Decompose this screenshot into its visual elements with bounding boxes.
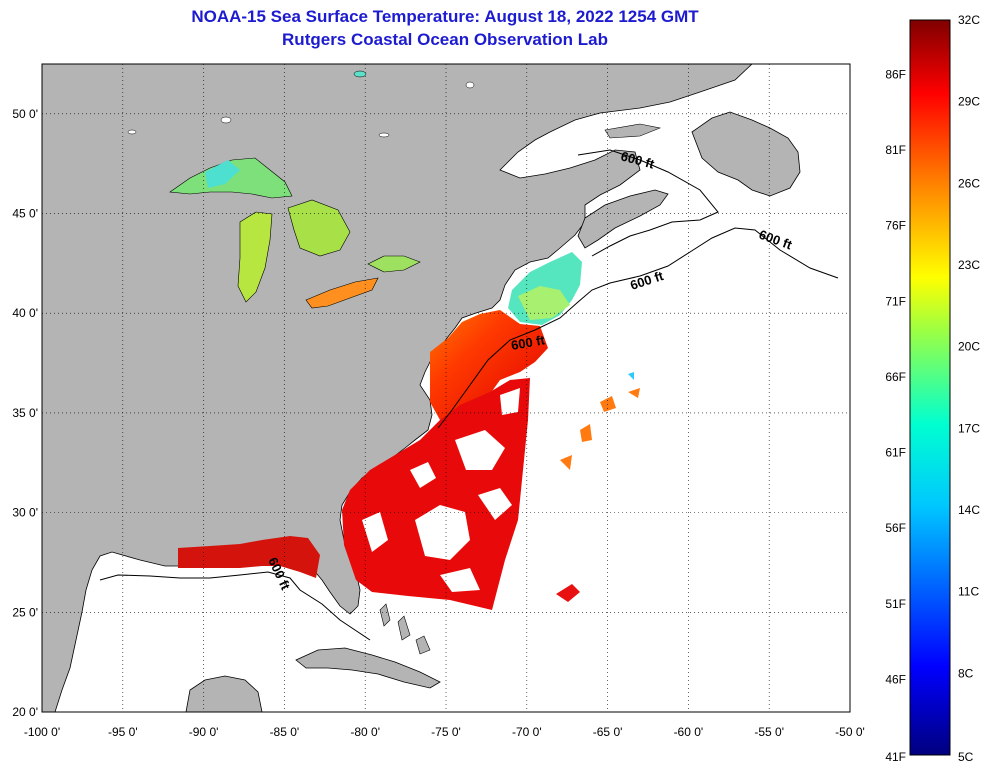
sst-speck-red bbox=[556, 584, 580, 602]
colorbar-fahrenheit-label: 41F bbox=[885, 750, 906, 764]
lat-tick-label: 45 0' bbox=[12, 207, 38, 221]
lon-tick-label: -70 0' bbox=[512, 725, 542, 739]
lon-tick-label: -50 0' bbox=[835, 725, 865, 739]
lake-huron bbox=[287, 199, 351, 257]
contour-600ft-shelf bbox=[577, 149, 719, 257]
lake-ontario bbox=[367, 255, 421, 273]
sst-gulf-of-mexico bbox=[178, 536, 320, 578]
land-cuba bbox=[295, 647, 441, 689]
colorbar-fahrenheit-label: 81F bbox=[885, 143, 906, 157]
lon-tick-label: -75 0' bbox=[431, 725, 461, 739]
colorbar-celsius-label: 8C bbox=[958, 666, 974, 680]
lake-michigan bbox=[237, 211, 273, 303]
colorbar-celsius-label: 32C bbox=[958, 13, 980, 27]
colorbar-fahrenheit-label: 56F bbox=[885, 521, 906, 535]
contour-label-4: 600 ft bbox=[510, 332, 547, 353]
colorbar-fahrenheit-label: 61F bbox=[885, 446, 906, 460]
colorbar-fahrenheit-label: 71F bbox=[885, 294, 906, 308]
lat-tick-label: 40 0' bbox=[12, 306, 38, 320]
lat-tick-label: 25 0' bbox=[12, 605, 38, 619]
colorbar-labels: 32C 29C 26C 23C 20C 17C 14C 11C 8C 5C 86F 81F 76F 71F… bbox=[885, 13, 980, 764]
cloud-cover bbox=[362, 388, 520, 592]
colorbar-celsius-label: 26C bbox=[958, 176, 980, 190]
lon-tick-label: -90 0' bbox=[189, 725, 219, 739]
map-frame bbox=[41, 63, 851, 713]
lon-tick-label: -65 0' bbox=[593, 725, 623, 739]
colorbar-celsius-label: 5C bbox=[958, 750, 974, 764]
land-newfoundland bbox=[691, 111, 801, 197]
lon-tick-label: -55 0' bbox=[754, 725, 784, 739]
map-subtitle: Rutgers Coastal Ocean Observation Lab bbox=[282, 30, 608, 49]
sst-mid-atlantic bbox=[430, 310, 548, 420]
colorbar-celsius-label: 11C bbox=[958, 585, 979, 599]
lake-superior-cool bbox=[205, 160, 240, 188]
great-lakes bbox=[169, 157, 421, 309]
sst-offshore-specks bbox=[560, 388, 640, 470]
latitude-labels: 20 0' 25 0' 30 0' 35 0' 40 0' 45 0' 50 0' bbox=[12, 107, 38, 719]
colorbar-fahrenheit-label: 86F bbox=[885, 67, 906, 81]
sst-speck-cyan bbox=[628, 372, 634, 380]
land-bahamas bbox=[379, 603, 431, 655]
lat-tick-label: 30 0' bbox=[12, 506, 38, 520]
lon-tick-label: -80 0' bbox=[350, 725, 380, 739]
colorbar-celsius-label: 29C bbox=[958, 95, 980, 109]
map-title: NOAA-15 Sea Surface Temperature: August … bbox=[191, 7, 699, 26]
colorbar-celsius-label: 17C bbox=[958, 421, 980, 435]
lon-tick-label: -100 0' bbox=[24, 725, 60, 739]
colorbar-fahrenheit-label: 51F bbox=[885, 597, 906, 611]
longitude-labels: -100 0' -95 0' -90 0' -85 0' -80 0' -75 0' -70… bbox=[24, 725, 865, 739]
colorbar-celsius-label: 23C bbox=[958, 258, 980, 272]
contour-600ft-atlantic bbox=[437, 227, 839, 429]
land-anticosti bbox=[604, 123, 662, 139]
sst-maine-coast bbox=[518, 286, 570, 320]
land-yucatan bbox=[185, 675, 263, 712]
lat-tick-label: 20 0' bbox=[12, 705, 38, 719]
lat-tick-label: 50 0' bbox=[12, 107, 38, 121]
colorbar-celsius-label: 20C bbox=[958, 340, 980, 354]
colorbar-fahrenheit-label: 66F bbox=[885, 370, 906, 384]
contour-600ft-gulf bbox=[99, 571, 371, 641]
colorbar-fahrenheit-label: 46F bbox=[885, 672, 906, 686]
land-nova-scotia bbox=[577, 189, 669, 249]
lon-tick-label: -85 0' bbox=[270, 725, 300, 739]
lat-tick-label: 35 0' bbox=[12, 406, 38, 420]
small-lakes bbox=[127, 70, 475, 138]
colorbar bbox=[909, 19, 951, 756]
lon-tick-label: -60 0' bbox=[674, 725, 704, 739]
colorbar-fahrenheit-label: 76F bbox=[885, 219, 906, 233]
colorbar-celsius-label: 14C bbox=[958, 503, 980, 517]
lake-erie bbox=[305, 277, 379, 309]
lon-tick-label: -95 0' bbox=[108, 725, 138, 739]
graticule bbox=[42, 64, 850, 712]
